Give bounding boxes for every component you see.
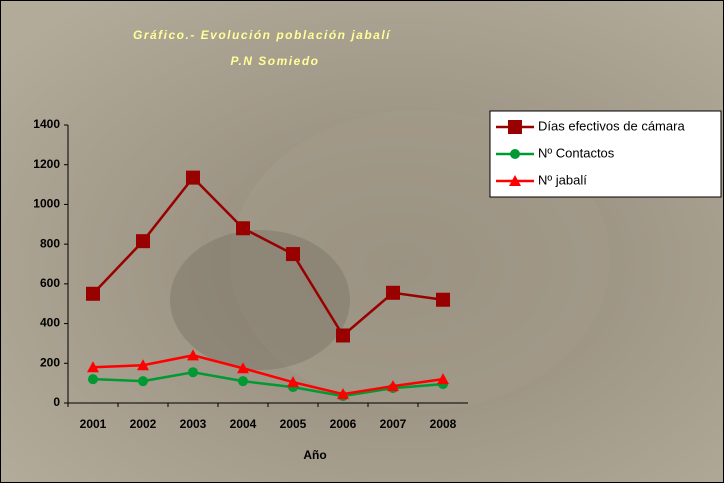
series-line [92, 370, 444, 398]
legend-label: Nº jabalí [538, 172, 587, 187]
marker [87, 361, 99, 373]
y-tick-label: 200 [40, 355, 60, 369]
marker [386, 285, 400, 300]
y-tick-label: 600 [40, 276, 60, 290]
marker [138, 376, 148, 387]
marker [237, 362, 249, 374]
marker [337, 388, 349, 400]
y-tick-label: 1200 [33, 157, 60, 171]
marker [136, 234, 150, 249]
x-tick-label: 2003 [180, 417, 207, 431]
x-tick-label: 2001 [80, 417, 107, 431]
x-tick-label: 2007 [380, 417, 407, 431]
x-tick-label: 2006 [330, 417, 357, 431]
marker [88, 374, 98, 385]
marker [287, 376, 299, 388]
legend-label: Días efectivos de cámara [538, 118, 685, 133]
marker [437, 373, 449, 385]
chart-title: Gráfico.- Evolución población jabalí [133, 28, 391, 42]
series-line [92, 175, 444, 338]
y-tick-label: 400 [40, 316, 60, 330]
x-tick-label: 2004 [230, 417, 257, 431]
x-axis-label: Año [303, 448, 326, 462]
marker [286, 247, 300, 262]
marker [508, 120, 522, 134]
marker [137, 359, 149, 371]
chart-subtitle: P.N Somiedo [231, 54, 320, 68]
y-tick-label: 0 [53, 395, 60, 409]
marker [387, 380, 399, 392]
marker [509, 175, 521, 186]
marker [236, 221, 250, 236]
series-line [92, 354, 444, 396]
y-tick-label: 1000 [33, 197, 60, 211]
marker [186, 170, 200, 185]
marker [510, 149, 520, 159]
marker [336, 328, 350, 343]
marker [187, 349, 199, 361]
x-tick-label: 2008 [430, 417, 457, 431]
legend-label: Nº Contactos [538, 145, 615, 160]
x-tick-label: 2005 [280, 417, 307, 431]
y-tick-label: 1400 [33, 117, 60, 131]
marker [86, 286, 100, 301]
x-tick-label: 2002 [130, 417, 157, 431]
photo-shape [170, 230, 350, 370]
marker [188, 367, 198, 378]
y-tick-label: 800 [40, 236, 60, 250]
marker [436, 292, 450, 307]
marker [238, 376, 248, 387]
